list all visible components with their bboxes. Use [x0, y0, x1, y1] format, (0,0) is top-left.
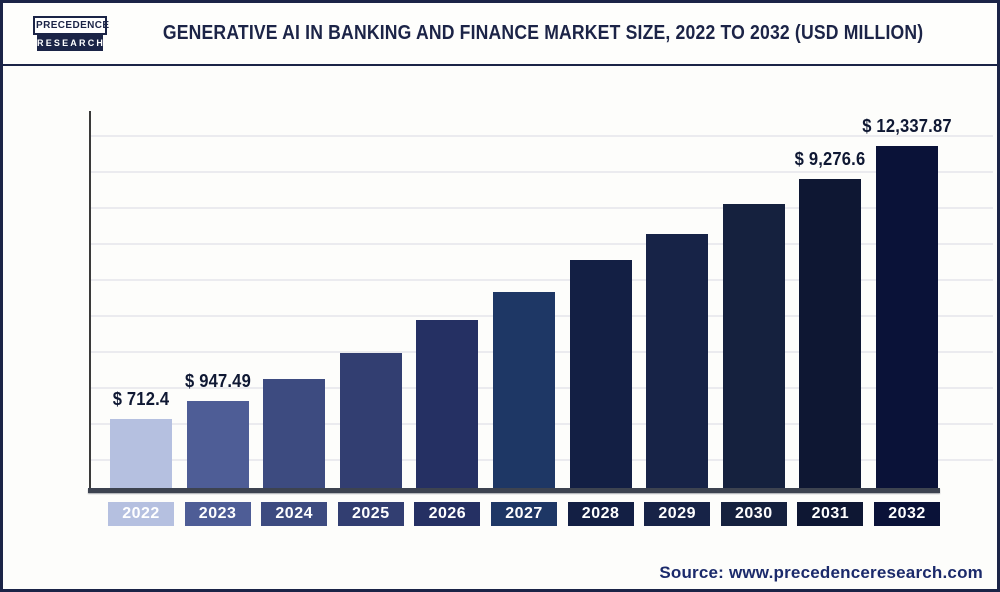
bar-2023	[186, 401, 249, 488]
gridline	[90, 171, 993, 173]
gridline	[90, 279, 993, 281]
chart-title-text: GENERATIVE AI IN BANKING AND FINANCE MAR…	[162, 22, 924, 44]
year-label-2029: 2029	[644, 502, 711, 526]
year-label-2030: 2030	[720, 502, 787, 526]
bar-2031	[799, 179, 862, 488]
bar-2032	[876, 146, 938, 488]
y-axis-line	[89, 111, 91, 488]
bar-2030	[722, 204, 785, 488]
year-label-2022: 2022	[108, 502, 174, 526]
source-attribution: Source: www.precedenceresearch.com	[659, 563, 983, 582]
year-label-2023: 2023	[184, 502, 251, 526]
value-label-2031: $ 9,276.6	[795, 149, 866, 169]
chart-title: GENERATIVE AI IN BANKING AND FINANCE MAR…	[107, 22, 979, 45]
year-label-2031: 2031	[797, 502, 864, 526]
logo-text-precedence: PRECEDENCE	[33, 16, 109, 35]
x-axis-baseline	[88, 488, 940, 493]
year-label-2026: 2026	[414, 502, 481, 526]
year-axis-row: 2022 2023 2024 2025 2026 2027 2028 2029 2030 2031…	[88, 502, 993, 526]
bar-2024	[263, 379, 326, 488]
year-label-2025: 2025	[337, 502, 404, 526]
value-label-2022: $ 712.4	[112, 389, 170, 409]
year-label-2028: 2028	[567, 502, 634, 526]
header: PRECEDENCE RESEARCH GENERATIVE AI IN BAN…	[3, 3, 997, 66]
gridline	[90, 135, 993, 137]
year-label-2032: 2032	[874, 502, 940, 526]
year-label-2024: 2024	[261, 502, 328, 526]
bar-2025	[339, 353, 402, 488]
precedence-research-logo: PRECEDENCE RESEARCH	[33, 16, 109, 51]
logo-text-research: RESEARCH	[37, 35, 103, 51]
gridline	[90, 207, 993, 209]
bar-2029	[646, 234, 709, 488]
bar-2022	[110, 419, 172, 488]
bar-2027	[493, 292, 555, 488]
value-label-2032: $ 12,337.87	[862, 116, 952, 136]
gridline	[90, 243, 993, 245]
bar-2028	[569, 260, 632, 488]
plot-area: $ 712.4 $ 947.49 $ 9,276.6 $ 12,337.87	[88, 103, 993, 493]
bar-2026	[416, 320, 479, 488]
year-label-2027: 2027	[491, 502, 557, 526]
value-label-2023: $ 947.49	[184, 371, 251, 391]
